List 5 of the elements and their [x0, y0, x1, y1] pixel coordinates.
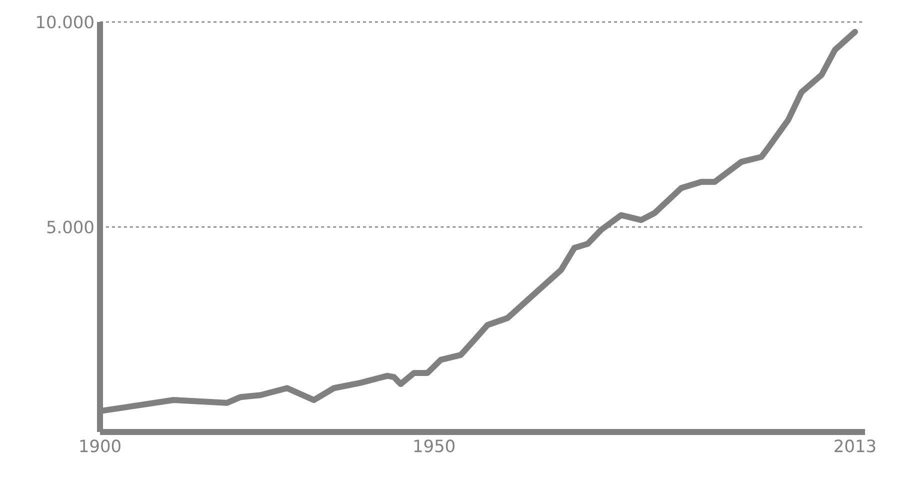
y-tick-label: 5.000 — [47, 220, 94, 234]
x-tick-label: 2013 — [834, 440, 876, 452]
x-tick-label: 1950 — [414, 440, 454, 452]
y-tick-label: 10.000 — [37, 16, 94, 28]
x-tick-label: 1900 — [80, 440, 120, 452]
